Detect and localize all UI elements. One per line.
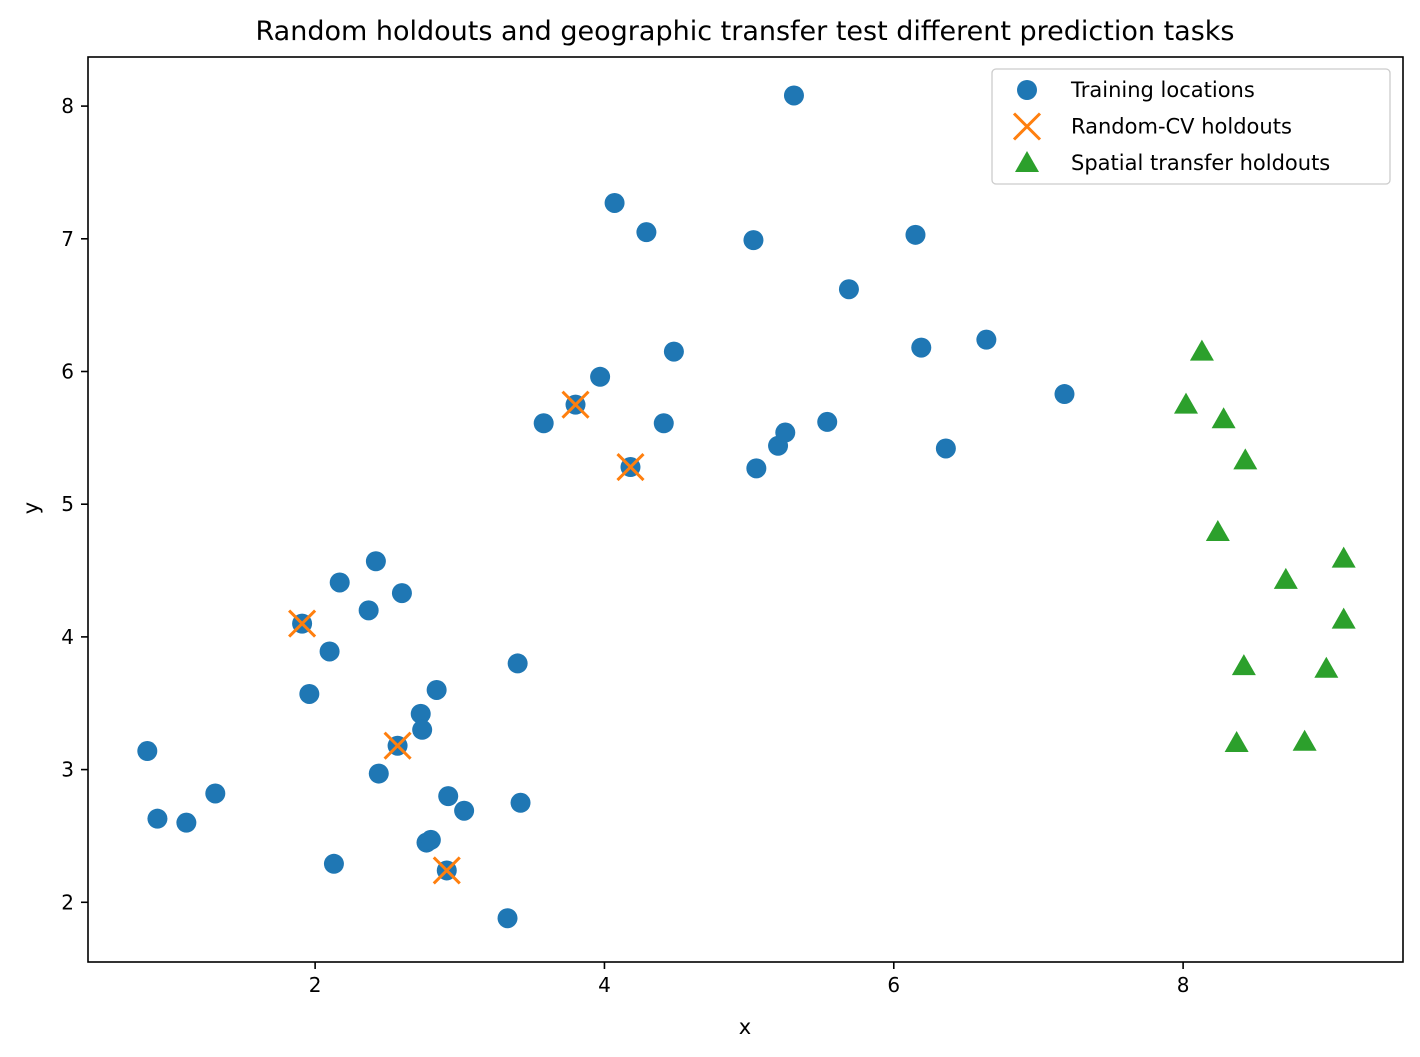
y-tick-label: 7 bbox=[61, 227, 74, 251]
y-tick-label: 3 bbox=[61, 758, 74, 782]
training-point bbox=[412, 719, 433, 740]
training-point bbox=[137, 741, 158, 762]
training-point bbox=[935, 438, 956, 459]
spatial-holdout-point bbox=[1292, 729, 1317, 751]
x-tick-label: 8 bbox=[1177, 973, 1190, 997]
training-point bbox=[905, 224, 926, 245]
training-point bbox=[976, 329, 997, 350]
legend-box bbox=[991, 68, 1391, 185]
training-point bbox=[783, 85, 804, 106]
legend-marker bbox=[1012, 112, 1042, 141]
y-tick-label: 5 bbox=[61, 492, 74, 516]
training-point bbox=[319, 641, 340, 662]
training-point bbox=[533, 413, 554, 434]
x-tick-label: 4 bbox=[598, 973, 611, 997]
training-point bbox=[838, 279, 859, 300]
random-cv-holdout-point bbox=[288, 609, 317, 638]
training-point bbox=[329, 572, 350, 593]
training-point bbox=[205, 783, 226, 804]
chart-title: Random holdouts and geographic transfer … bbox=[256, 16, 1235, 47]
y-axis-label: y bbox=[19, 502, 43, 514]
legend-label: Random-CV holdouts bbox=[1071, 115, 1292, 139]
training-point bbox=[911, 337, 932, 358]
training-point bbox=[497, 908, 518, 929]
training-point bbox=[1054, 384, 1075, 405]
legend-marker bbox=[1017, 80, 1037, 100]
spatial-holdout-point bbox=[1205, 520, 1230, 542]
axis-ticks: 2 4 6 8 2 3 4 5 6 7 8 bbox=[61, 94, 1189, 997]
training-point bbox=[426, 679, 447, 700]
spatial-holdout-point bbox=[1314, 656, 1339, 678]
chart-legend: Training locations Random-CV holdouts Spat… bbox=[991, 68, 1391, 185]
spatial-holdout-point bbox=[1331, 546, 1356, 568]
training-point bbox=[147, 808, 168, 829]
training-point bbox=[743, 230, 764, 251]
spatial-holdout-point bbox=[1273, 567, 1298, 589]
random-cv-holdout-point-group bbox=[288, 390, 645, 885]
training-point bbox=[746, 458, 767, 479]
y-tick-label: 8 bbox=[61, 94, 74, 118]
random-cv-holdout-point bbox=[561, 390, 590, 419]
training-point bbox=[510, 792, 531, 813]
training-point bbox=[775, 422, 796, 443]
training-point bbox=[299, 683, 320, 704]
training-point bbox=[438, 786, 459, 807]
training-point bbox=[454, 800, 475, 821]
training-point bbox=[663, 341, 684, 362]
training-point bbox=[368, 763, 389, 784]
training-point bbox=[358, 600, 379, 621]
training-point bbox=[507, 653, 528, 674]
spatial-holdout-point bbox=[1224, 731, 1249, 753]
training-point bbox=[653, 413, 674, 434]
training-point bbox=[410, 703, 431, 724]
training-point bbox=[323, 853, 344, 874]
random-cv-holdout-point bbox=[616, 452, 645, 482]
spatial-holdout-point bbox=[1211, 407, 1236, 429]
legend-label: Spatial transfer holdouts bbox=[1071, 151, 1330, 175]
y-tick-label: 6 bbox=[61, 359, 74, 383]
spatial-holdout-point bbox=[1233, 448, 1258, 470]
x-tick-label: 6 bbox=[887, 973, 900, 997]
legend-label: Training locations bbox=[1070, 78, 1255, 102]
training-point bbox=[636, 222, 657, 243]
spatial-holdout-point-group bbox=[1174, 339, 1356, 753]
x-axis-label: x bbox=[739, 1015, 751, 1039]
training-point bbox=[365, 551, 386, 572]
training-point bbox=[420, 829, 441, 850]
spatial-holdout-point bbox=[1231, 654, 1256, 676]
x-tick-label: 2 bbox=[309, 973, 322, 997]
training-point bbox=[817, 411, 838, 432]
training-point bbox=[391, 583, 412, 604]
training-point bbox=[590, 366, 611, 387]
training-point bbox=[604, 192, 625, 213]
spatial-holdout-point bbox=[1331, 607, 1356, 629]
y-tick-label: 4 bbox=[61, 625, 74, 649]
y-tick-label: 2 bbox=[61, 890, 74, 914]
plot-marks bbox=[137, 85, 1356, 929]
training-point bbox=[176, 812, 197, 833]
random-cv-holdout-point bbox=[432, 856, 461, 885]
legend-marker bbox=[1015, 151, 1039, 172]
spatial-holdout-point bbox=[1174, 392, 1199, 414]
plot-area-frame bbox=[87, 56, 1404, 963]
spatial-holdout-point bbox=[1189, 339, 1214, 361]
random-cv-holdout-point bbox=[383, 731, 412, 760]
